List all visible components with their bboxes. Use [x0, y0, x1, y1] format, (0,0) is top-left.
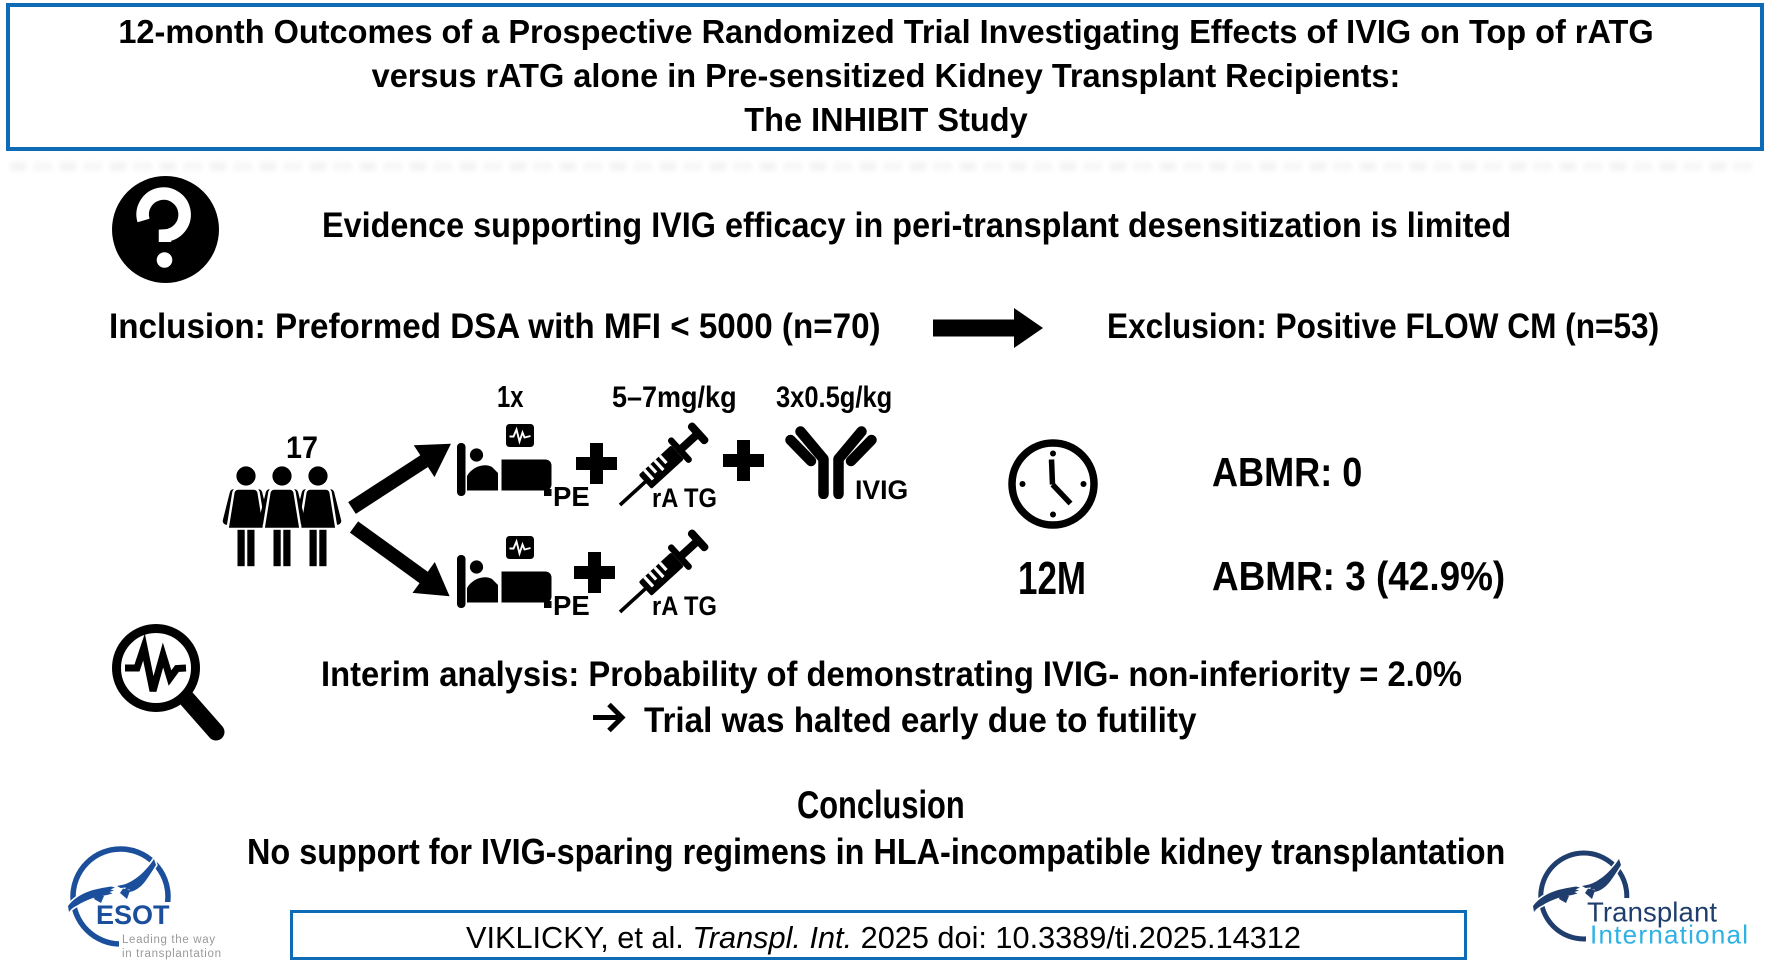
svg-text:International: International [1590, 920, 1748, 950]
svg-text:in transplantation: in transplantation [122, 948, 221, 960]
svg-text:ESOT: ESOT [96, 900, 170, 930]
svg-text:Leading the way: Leading the way [122, 934, 215, 946]
svg-text:Transplant: Transplant [1587, 897, 1717, 928]
